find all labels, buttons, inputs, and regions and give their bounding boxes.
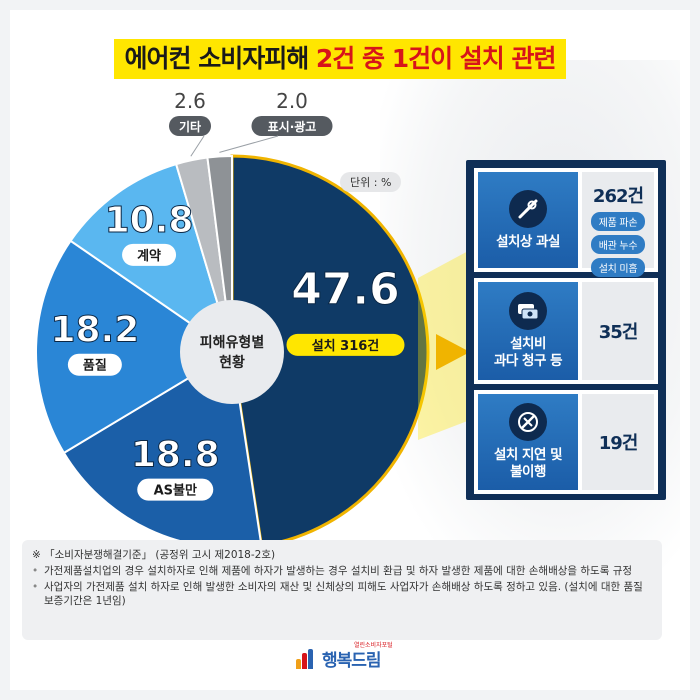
breakdown-card-2: 설치 지연 및 불이행 19건	[474, 390, 658, 494]
breakdown-category-label: 설치비	[510, 336, 546, 352]
pie-labels: 47.6 설치 316건 18.8 AS불만 18.2 품질 10.8 계약 2.6 기타 2.0 표…	[50, 89, 405, 501]
footnote-item: • 가전제품설치업의 경우 설치하자로 인해 제품에 하자가 발생하는 경우 설치…	[32, 565, 633, 577]
slice-category-tag	[137, 478, 214, 501]
slice-value-label: 10.8	[105, 200, 194, 241]
slice-category-label: 설치 316건	[312, 338, 380, 354]
slice-category-label: 계약	[137, 248, 161, 264]
footnote-item: • 사업자의 가전제품 설치 하자로 인해 발생한 소비자의 재산 및 신체상의 …	[32, 580, 652, 608]
slice-category-label: 기타	[179, 119, 201, 134]
money-icon	[509, 292, 547, 330]
title-part-1: 에어컨 소비자피해	[124, 44, 316, 73]
pie-slice-2	[35, 239, 234, 455]
breakdown-card-label-area: 설치 지연 및 불이행	[478, 394, 578, 490]
slice-value-label: 2.6	[174, 89, 206, 113]
slice-category-tag	[122, 243, 177, 266]
breakdown-category-label: 설치 지연 및	[494, 447, 563, 463]
title-part-2: 2건 중 1건이 설치 관련	[315, 44, 557, 73]
breakdown-tag: 설치 미흡	[590, 258, 646, 277]
breakdown-card-label-area: 설치비 과다 청구 등	[478, 282, 578, 380]
pie-slices	[35, 154, 430, 549]
logo-wordmark: 행복드림	[322, 651, 382, 671]
slice-value-label: 47.6	[291, 264, 400, 315]
slice-leader-line	[219, 135, 279, 153]
slice-leader-line	[190, 135, 205, 157]
breakdown-tag: 제품 파손	[590, 212, 646, 231]
tools-icon	[509, 189, 547, 228]
unit-label: 단위 : %	[340, 172, 402, 192]
logo-mark-icon	[296, 648, 318, 669]
slice-category-tag	[251, 116, 333, 136]
breakdown-count: 19건	[598, 433, 639, 454]
breakdown-card-value-area: 35건	[582, 282, 654, 380]
slice-category-tag	[169, 116, 211, 136]
callout-arrow-head	[436, 334, 470, 370]
breakdown-card-label-area: 설치상 과실	[478, 172, 578, 268]
footnote-source: ※ 「소비자분쟁해결기준」 (공정위 고시 제2018-2호)	[32, 549, 276, 561]
breakdown-card-value-area: 19건	[582, 394, 654, 490]
wrench-cross-icon	[509, 403, 547, 441]
slice-category-label: 표시·광고	[268, 119, 317, 134]
breakdown-count: 262건	[592, 186, 644, 207]
slice-category-label: 품질	[83, 359, 107, 374]
footnote-text: 가전제품설치업의 경우 설치하자로 인해 제품에 하자가 발생하는 경우 설치비…	[44, 565, 633, 577]
breakdown-category-label: 불이행	[510, 464, 546, 480]
center-label-line-2: 현황	[219, 354, 245, 371]
center-label-line-1: 피해유형별	[200, 334, 264, 351]
title-highlight: 에어컨 소비자피해 2건 중 1건이 설치 관련	[114, 39, 566, 79]
slice-category-tag	[67, 353, 122, 376]
footnotes: ※ 「소비자분쟁해결기준」 (공정위 고시 제2018-2호) • 가전제품설치업…	[22, 540, 662, 640]
slice-value-label: 2.0	[276, 89, 308, 113]
breakdown-card-1: 설치비 과다 청구 등 35건	[474, 278, 658, 384]
page-title: 에어컨 소비자피해 2건 중 1건이 설치 관련	[70, 38, 610, 80]
footnote-text: 사업자의 가전제품 설치 하자로 인해 발생한 소비자의 재산 및 신체상의 피…	[44, 581, 643, 607]
breakdown-count: 35건	[598, 322, 639, 343]
slice-value-label: 18.2	[50, 310, 139, 351]
slice-value-label: 18.8	[131, 435, 220, 476]
breakdown-category-label: 과다 청구 등	[494, 353, 563, 369]
logo-subtitle: 열린소비자포털	[354, 642, 393, 649]
breakdown-category-label: 설치상 과실	[496, 233, 560, 250]
slice-category-label: AS불만	[154, 483, 197, 499]
pie-center-hole	[180, 300, 284, 404]
slice-category-tag	[286, 333, 405, 356]
breakdown-tag: 배관 누수	[590, 235, 646, 254]
brand-logo: 행복드림 열린소비자포털	[296, 642, 393, 671]
